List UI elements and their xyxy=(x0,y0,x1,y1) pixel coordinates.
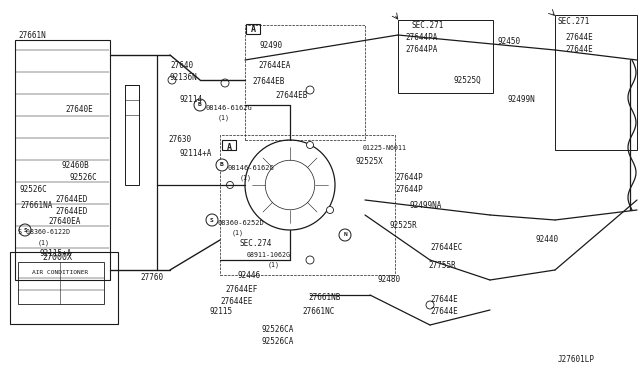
Text: SEC.271: SEC.271 xyxy=(412,20,444,29)
Text: 92526CA: 92526CA xyxy=(262,337,294,346)
Text: 27644EB: 27644EB xyxy=(252,77,284,87)
Text: 92450: 92450 xyxy=(498,38,521,46)
Text: 27000X: 27000X xyxy=(42,253,72,263)
Text: N: N xyxy=(343,232,347,237)
Text: B: B xyxy=(220,163,224,167)
Text: 27661N: 27661N xyxy=(18,31,45,39)
Circle shape xyxy=(306,256,314,264)
Text: 92490: 92490 xyxy=(260,41,283,49)
Text: SEC.271: SEC.271 xyxy=(558,17,590,26)
Text: 92525Q: 92525Q xyxy=(453,76,481,84)
Text: 27630: 27630 xyxy=(168,135,191,144)
Bar xyxy=(222,140,236,150)
Circle shape xyxy=(19,224,31,236)
Text: 08146-6162G: 08146-6162G xyxy=(205,105,252,111)
Text: 92526C: 92526C xyxy=(20,186,48,195)
Text: 08146-6162G: 08146-6162G xyxy=(228,165,275,171)
Text: (1): (1) xyxy=(240,175,252,181)
Text: 92440: 92440 xyxy=(535,235,558,244)
Circle shape xyxy=(227,182,234,189)
Text: 27644ED: 27644ED xyxy=(55,208,88,217)
Text: 92136N: 92136N xyxy=(170,74,198,83)
Text: 27644EE: 27644EE xyxy=(220,298,252,307)
Circle shape xyxy=(206,214,218,226)
Text: 27644E: 27644E xyxy=(430,308,458,317)
Text: 27640E: 27640E xyxy=(65,106,93,115)
Text: 27644E: 27644E xyxy=(565,45,593,55)
Text: 27661NC: 27661NC xyxy=(302,308,334,317)
Text: 27644E: 27644E xyxy=(430,295,458,305)
Text: A: A xyxy=(227,142,232,151)
Text: 92499N: 92499N xyxy=(508,96,536,105)
Text: 92526CA: 92526CA xyxy=(262,326,294,334)
Circle shape xyxy=(426,301,434,309)
Circle shape xyxy=(307,141,314,148)
Text: 92115+A: 92115+A xyxy=(40,250,72,259)
Circle shape xyxy=(194,99,206,111)
Bar xyxy=(18,262,104,304)
Text: 27644EC: 27644EC xyxy=(430,244,462,253)
Text: 92460B: 92460B xyxy=(62,160,90,170)
Text: 92499NA: 92499NA xyxy=(410,201,442,209)
Bar xyxy=(220,135,395,275)
Text: 92480: 92480 xyxy=(378,276,401,285)
Text: 92525X: 92525X xyxy=(356,157,384,167)
Text: S: S xyxy=(210,218,214,222)
Text: J27601LP: J27601LP xyxy=(558,356,595,365)
Text: 27760: 27760 xyxy=(140,273,163,282)
Text: S 08360-6122D: S 08360-6122D xyxy=(18,229,70,235)
Text: 92446: 92446 xyxy=(237,270,260,279)
Text: 27644ED: 27644ED xyxy=(55,196,88,205)
Circle shape xyxy=(168,76,176,84)
Text: 01225-N6011: 01225-N6011 xyxy=(363,145,407,151)
Text: AIR CONDITIONER: AIR CONDITIONER xyxy=(32,269,88,275)
Text: 27661NA: 27661NA xyxy=(20,202,52,211)
Text: 27644EF: 27644EF xyxy=(225,285,257,295)
Text: (1): (1) xyxy=(268,262,280,268)
Text: B: B xyxy=(198,103,202,108)
Text: 27644E: 27644E xyxy=(565,33,593,42)
Bar xyxy=(398,20,493,93)
Text: 27640EA: 27640EA xyxy=(48,218,81,227)
Text: 27644P: 27644P xyxy=(395,173,423,183)
Text: (1): (1) xyxy=(218,115,230,121)
Text: 27644PA: 27644PA xyxy=(405,33,437,42)
Circle shape xyxy=(326,206,333,214)
Text: 27661NB: 27661NB xyxy=(308,294,340,302)
Circle shape xyxy=(216,159,228,171)
Text: A: A xyxy=(250,26,255,35)
Text: 27755R: 27755R xyxy=(428,260,456,269)
Text: 92525R: 92525R xyxy=(390,221,418,230)
Circle shape xyxy=(221,79,229,87)
Text: 92114: 92114 xyxy=(180,96,203,105)
Text: 27644PA: 27644PA xyxy=(405,45,437,55)
Text: 92115: 92115 xyxy=(210,308,233,317)
Text: (1): (1) xyxy=(232,230,244,236)
Text: (1): (1) xyxy=(38,240,50,246)
Text: 92526C: 92526C xyxy=(70,173,98,183)
Text: 92114+A: 92114+A xyxy=(180,148,212,157)
Circle shape xyxy=(306,86,314,94)
Text: SEC.274: SEC.274 xyxy=(240,238,273,247)
Bar xyxy=(245,25,365,140)
Bar xyxy=(246,24,260,34)
Text: 27644EA: 27644EA xyxy=(258,61,291,70)
Text: 27640: 27640 xyxy=(170,61,193,70)
Text: 27644EB: 27644EB xyxy=(275,90,307,99)
Bar xyxy=(15,40,110,280)
Text: 27644P: 27644P xyxy=(395,186,423,195)
Bar xyxy=(10,252,118,324)
Text: 08360-6252D: 08360-6252D xyxy=(218,220,265,226)
Text: S: S xyxy=(23,228,27,232)
Bar xyxy=(125,85,139,185)
Text: 08911-1062G: 08911-1062G xyxy=(247,252,291,258)
Bar xyxy=(555,15,637,150)
Circle shape xyxy=(339,229,351,241)
